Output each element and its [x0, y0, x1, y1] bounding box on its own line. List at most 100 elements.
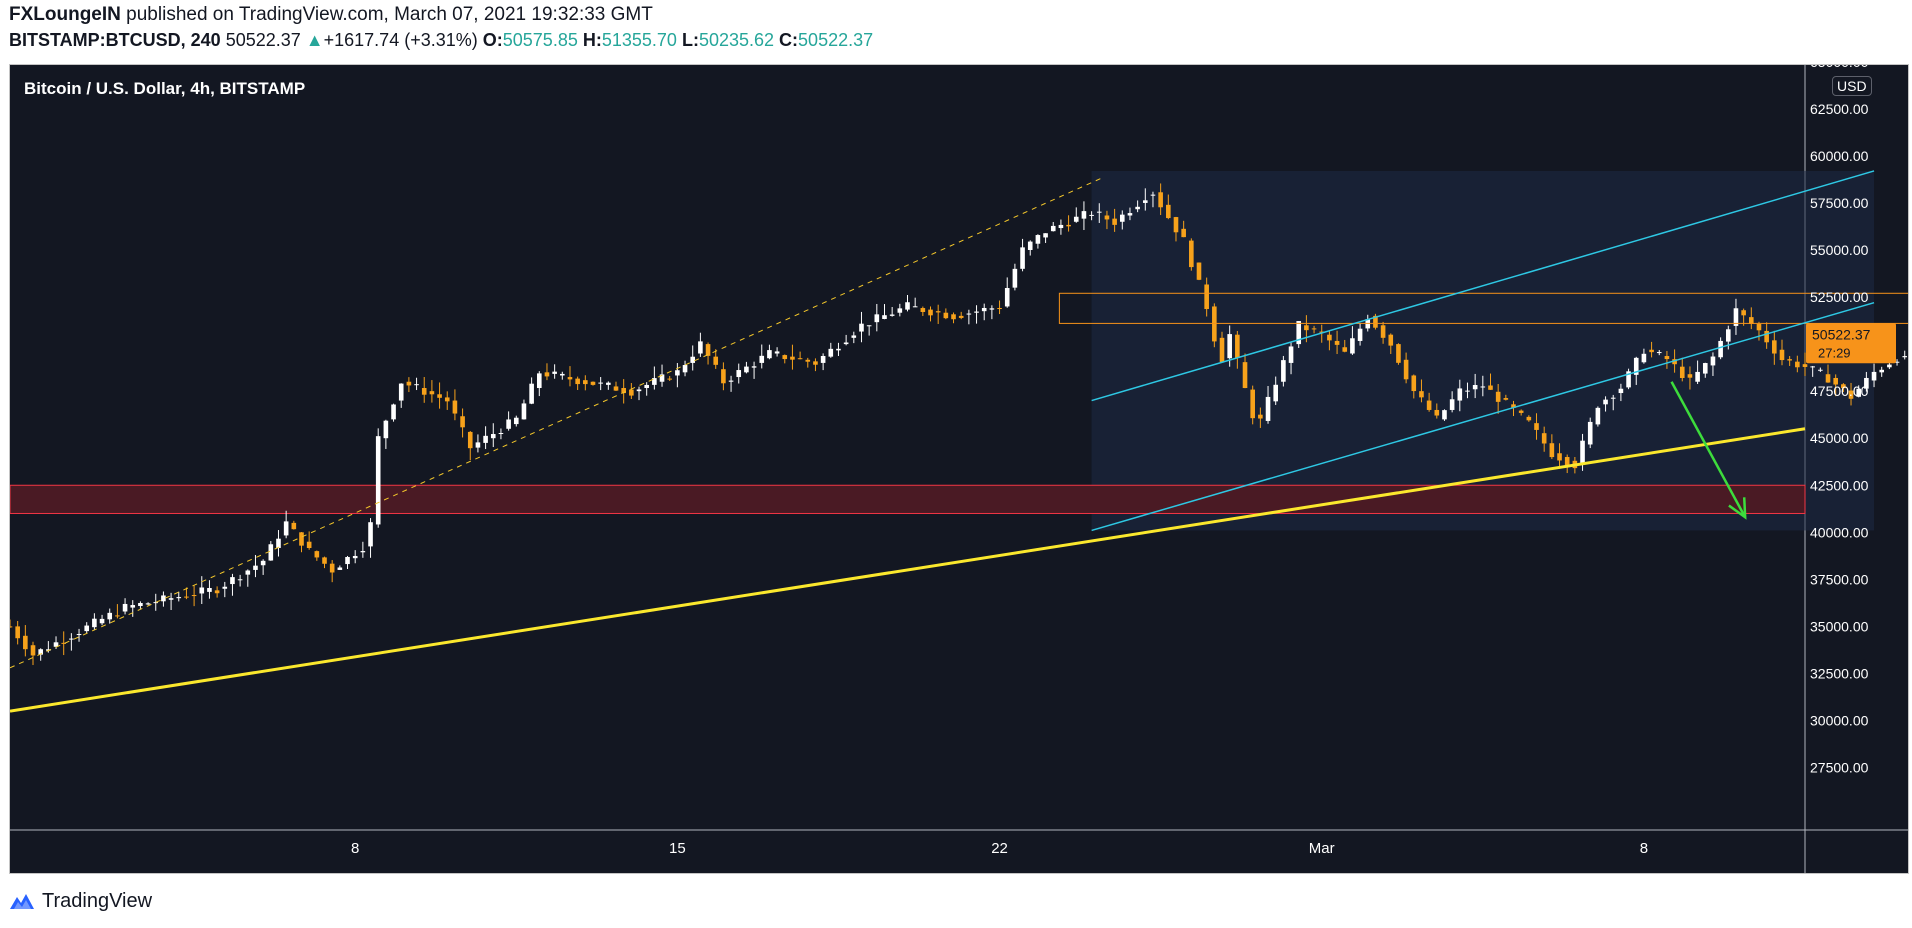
candle-body — [1181, 228, 1186, 238]
candle-body — [690, 356, 696, 363]
low-label: L: — [681, 30, 699, 50]
candle-body — [30, 645, 36, 656]
price-chart[interactable]: 27500.00 30000.00 32500.00 35000.00 37500.00… — [10, 65, 1908, 873]
candle-body — [912, 306, 918, 308]
candle-body — [291, 522, 297, 530]
resistance-zone[interactable] — [1058, 292, 1908, 324]
candle-body — [575, 378, 580, 385]
candle-body — [1411, 375, 1417, 392]
candle-body — [490, 434, 496, 439]
candle-body — [61, 642, 66, 644]
candle-body — [1104, 215, 1110, 220]
candle-body — [1334, 340, 1340, 345]
candle-body — [191, 595, 197, 597]
candle-body — [836, 348, 841, 351]
close-value: 50522.37 — [798, 30, 874, 50]
candle-body — [1357, 328, 1363, 341]
candle-body — [1802, 364, 1808, 367]
main-support-line[interactable] — [10, 427, 1806, 713]
candle-body — [237, 579, 243, 581]
candle-body — [1081, 211, 1087, 219]
candle-body — [306, 541, 312, 549]
candle-body — [583, 380, 588, 385]
currency-badge[interactable]: USD — [1832, 76, 1872, 96]
price-tick-label: 37500.00 — [1810, 571, 1869, 587]
candle-body — [974, 311, 979, 313]
candle-body — [536, 373, 542, 389]
candle-body — [92, 618, 97, 628]
candle-body — [1043, 233, 1048, 238]
candle-body — [1787, 359, 1792, 361]
price-tick-label: 35000.00 — [1810, 618, 1869, 634]
candle-body — [444, 397, 450, 402]
support-zone[interactable] — [10, 484, 1806, 514]
candle-body — [843, 342, 849, 345]
candle-body — [475, 442, 481, 448]
candle-body — [1526, 416, 1532, 421]
candle-body — [76, 634, 82, 636]
candle-body — [736, 370, 742, 378]
candle-body — [659, 374, 665, 382]
candle-body — [1350, 338, 1355, 354]
candle-body — [345, 557, 350, 565]
candle-body — [1749, 317, 1754, 324]
published-text: published on TradingView.com, March 07, … — [126, 4, 653, 25]
candle-body — [1557, 453, 1562, 461]
candle-body — [1189, 240, 1194, 268]
candle-body — [329, 563, 335, 573]
candle-body — [882, 315, 887, 320]
candle-body — [414, 384, 419, 386]
candle-body — [421, 388, 427, 395]
candle-body — [1626, 371, 1631, 388]
candle-body — [184, 596, 189, 598]
candle-body — [1541, 433, 1547, 444]
projection-arrow[interactable] — [1670, 381, 1747, 518]
tradingview-logo-icon[interactable] — [8, 891, 36, 911]
candle-body — [1089, 214, 1094, 216]
author-name[interactable]: FXLoungeIN — [9, 4, 121, 25]
candle-body — [391, 404, 396, 420]
candle-body — [590, 381, 596, 385]
candle-body — [1580, 440, 1585, 465]
candle-body — [1288, 346, 1294, 363]
candle-body — [452, 400, 458, 414]
candle-body — [629, 389, 634, 396]
projection-arrow-head — [1728, 497, 1747, 520]
candle-body — [15, 626, 20, 639]
chart-panel[interactable]: 27500.00 30000.00 32500.00 35000.00 37500.00… — [9, 64, 1909, 874]
channel-lower-line[interactable] — [1091, 301, 1875, 532]
candle-body — [1465, 390, 1470, 392]
candle-body — [1741, 310, 1746, 316]
candle-body — [1848, 390, 1854, 399]
high-value: 51355.70 — [601, 30, 677, 50]
tradingview-brand[interactable]: TradingView — [42, 889, 153, 912]
candle-body — [84, 625, 90, 632]
last-price: 50522.37 — [225, 30, 301, 50]
candle-body — [268, 544, 274, 561]
candle-body — [375, 436, 381, 525]
candle-body — [1150, 194, 1156, 196]
candle-body — [1603, 399, 1608, 405]
current-price-tag[interactable] — [1806, 323, 1896, 364]
candle-body — [1204, 284, 1209, 310]
channel-upper-line[interactable] — [1091, 170, 1875, 402]
candle-body — [728, 380, 734, 382]
candle-body — [46, 649, 51, 651]
candle-body — [874, 314, 880, 323]
candle-body — [920, 308, 926, 312]
candle-body — [1442, 410, 1447, 420]
candle-body — [1534, 423, 1539, 430]
candle-body — [437, 394, 442, 398]
candle-body — [790, 356, 795, 360]
candle-body — [774, 351, 780, 354]
candle-body — [1664, 356, 1670, 360]
candle-body — [1495, 391, 1501, 402]
candle-body — [1595, 407, 1601, 425]
candle-body — [199, 587, 205, 594]
symbol-label[interactable]: BITSTAMP:BTCUSD, 240 — [9, 30, 221, 50]
candle-body — [1764, 330, 1769, 343]
candle-body — [145, 603, 151, 605]
candle-body — [698, 341, 703, 354]
candle-body — [360, 551, 366, 553]
high-label: H: — [582, 30, 602, 50]
